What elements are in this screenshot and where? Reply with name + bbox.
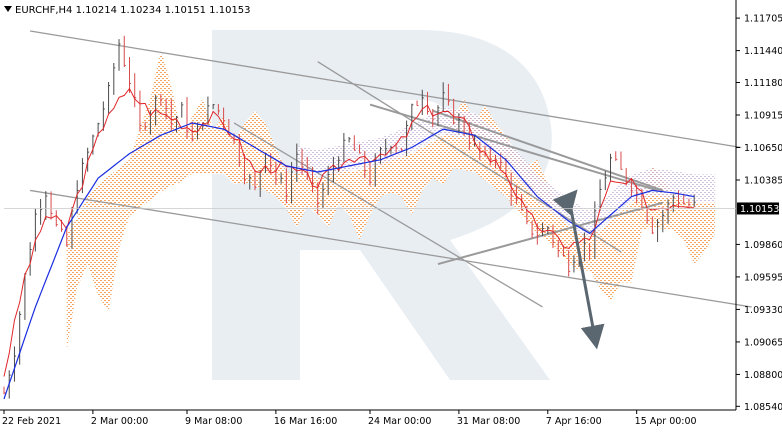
y-tick-label: 1.11180	[744, 78, 782, 89]
x-tick-label: 2 Mar 00:00	[91, 416, 148, 427]
trendline	[317, 61, 622, 253]
trendline	[30, 30, 742, 149]
y-tick-label: 1.09595	[744, 272, 782, 283]
y-tick-label: 1.10385	[744, 176, 782, 187]
y-tick-label: 1.11705	[744, 14, 782, 25]
x-tick-label: 7 Apr 16:00	[546, 416, 602, 427]
x-tick-label: 9 Mar 08:00	[185, 416, 242, 427]
dropdown-triangle-icon[interactable]	[4, 6, 12, 12]
y-tick-label: 1.09860	[744, 240, 782, 251]
y-tick-label: 1.10915	[744, 111, 782, 122]
cloud-violet	[296, 107, 716, 239]
y-tick-label: 1.09065	[744, 337, 782, 348]
trendline	[432, 109, 664, 192]
trendline	[30, 189, 752, 308]
indicator-lines	[3, 87, 695, 400]
trendline	[437, 201, 664, 266]
trendlines	[30, 30, 752, 308]
y-tick-label: 1.08540	[744, 402, 782, 413]
red-line	[3, 87, 695, 377]
x-tick-label: 24 Mar 00:00	[368, 416, 431, 427]
watermark-logo	[212, 30, 552, 380]
trendline	[369, 103, 658, 192]
current-price-tag	[737, 202, 779, 215]
blue-line	[3, 122, 695, 400]
chart-title: EURCHF,H4 1.10214 1.10234 1.10151 1.1015…	[4, 5, 251, 16]
chart-title-text: EURCHF,H4 1.10214 1.10234 1.10151 1.1015…	[15, 5, 251, 16]
y-tick-label: 1.11440	[744, 46, 782, 57]
y-tick-label: 1.09330	[744, 305, 782, 316]
x-tick-label: 31 Mar 08:00	[457, 416, 520, 427]
trendline	[233, 122, 543, 308]
watermark-r-shape	[212, 30, 552, 380]
x-tick-label: 22 Feb 2021	[2, 416, 61, 427]
y-tick-label: 1.10650	[744, 143, 782, 154]
x-tick-label: 15 Apr 00:00	[635, 416, 697, 427]
forecast-arrow-up	[552, 189, 578, 216]
x-tick-label: 16 Mar 16:00	[274, 416, 337, 427]
y-tick-label: 1.08800	[744, 370, 782, 381]
forecast-arrow-down	[567, 196, 605, 350]
current-price-label: 1.10153	[740, 204, 779, 215]
forecast-arrows	[552, 189, 605, 350]
ichimoku-cloud	[66, 49, 716, 351]
